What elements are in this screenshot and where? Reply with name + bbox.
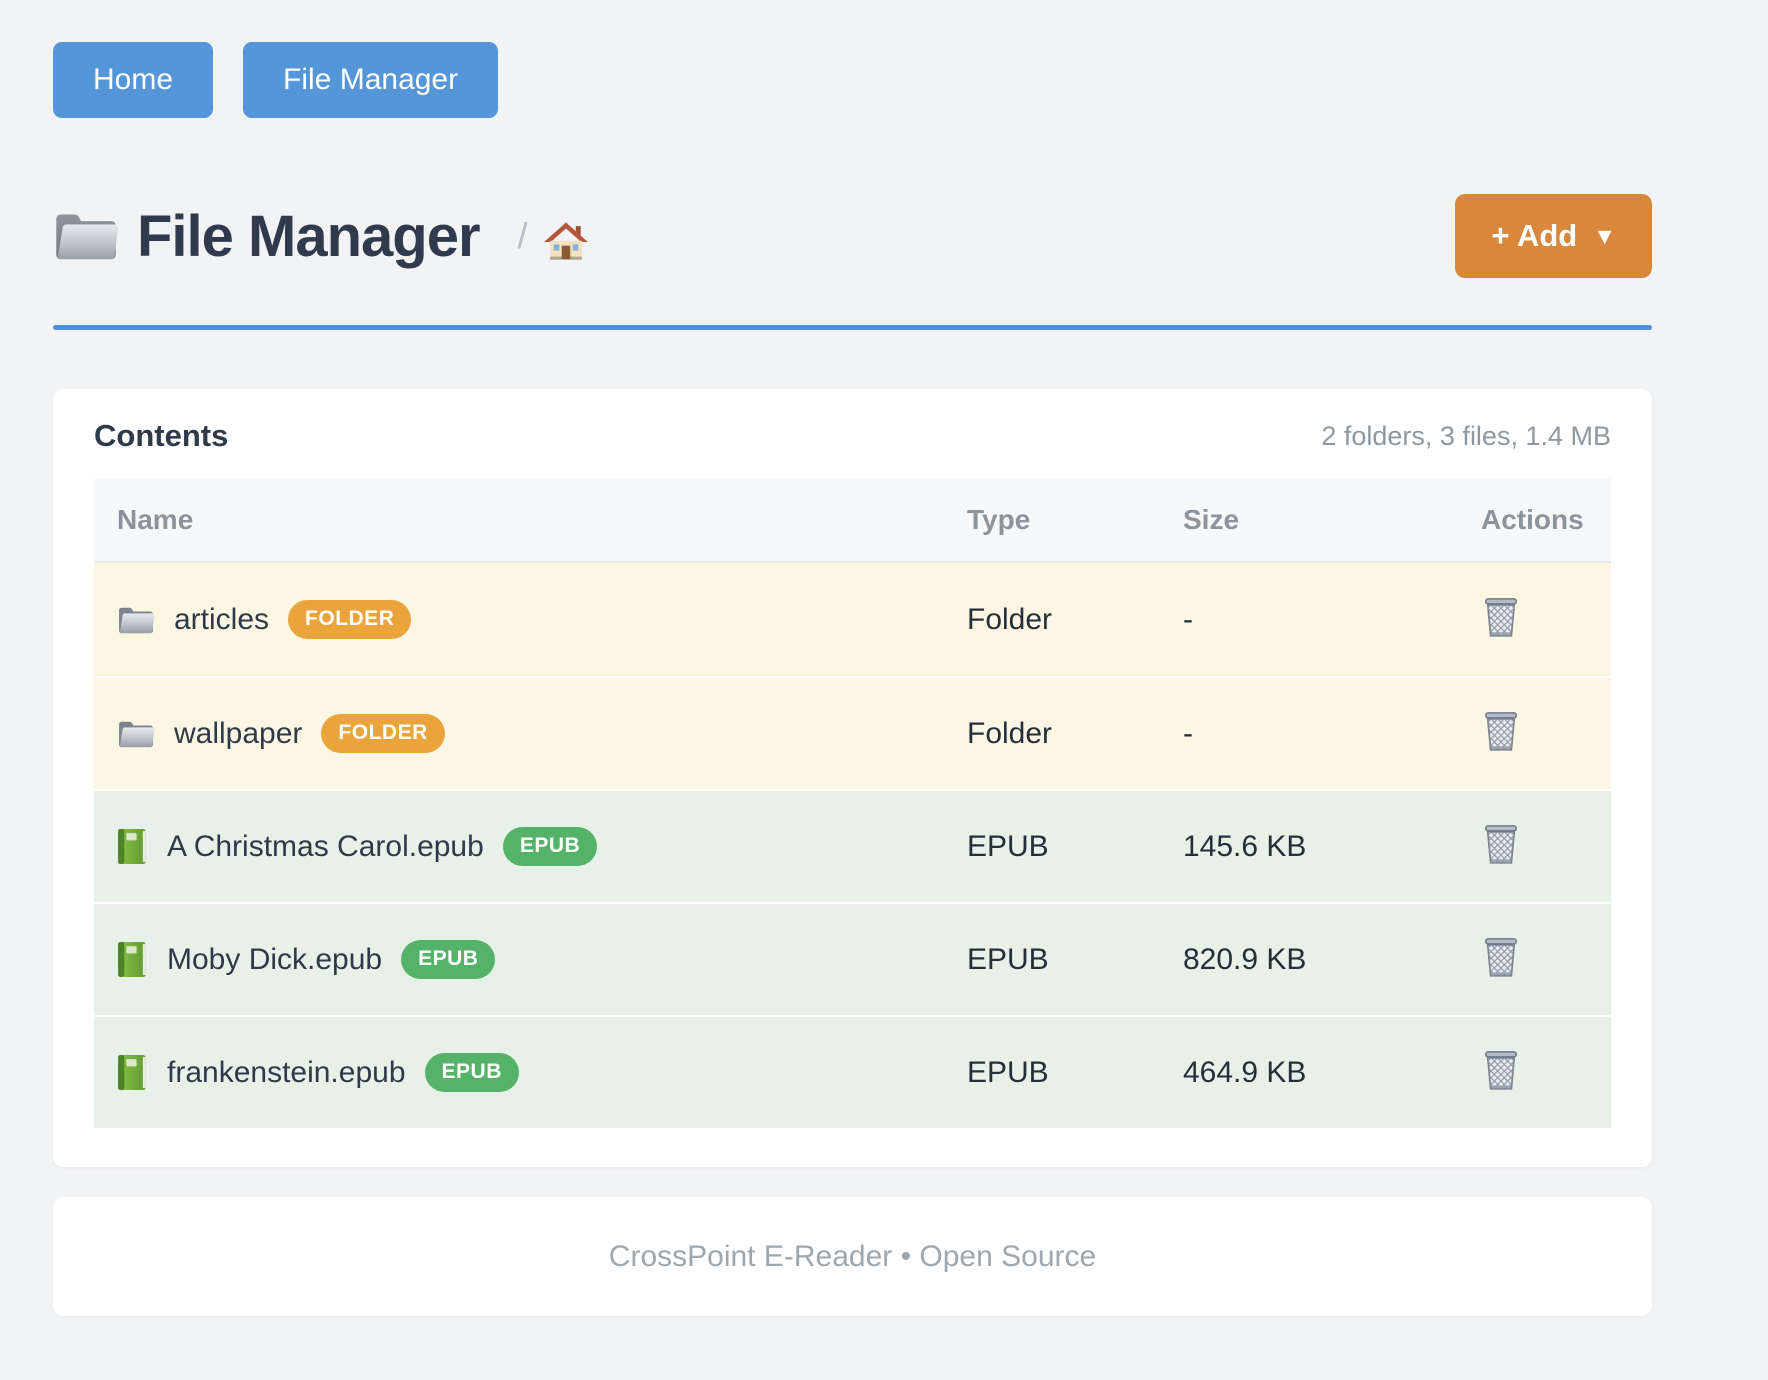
contents-card: Contents 2 folders, 3 files, 1.4 MB Name… (53, 389, 1652, 1167)
delete-button[interactable] (1481, 595, 1521, 639)
file-size: 820.9 KB (1183, 942, 1307, 976)
title-row: File Manager / + Add ▼ (53, 194, 1652, 278)
table-header: Name Type Size Actions (94, 478, 1611, 563)
file-table: Name Type Size Actions articles FOLDER F… (94, 478, 1611, 1128)
house-icon[interactable] (543, 220, 588, 264)
file-type: Folder (967, 716, 1053, 750)
delete-button[interactable] (1481, 935, 1521, 979)
file-size: 145.6 KB (1183, 829, 1307, 863)
breadcrumb-separator: / (517, 215, 528, 256)
book-icon (117, 1054, 148, 1091)
file-name: Moby Dick.epub (167, 942, 383, 976)
file-name: A Christmas Carol.epub (167, 829, 484, 863)
type-badge: FOLDER (321, 714, 445, 753)
contents-title: Contents (94, 418, 229, 453)
contents-summary: 2 folders, 3 files, 1.4 MB (1321, 420, 1611, 451)
add-button-label: + Add (1491, 218, 1578, 253)
book-icon (117, 941, 148, 978)
footer-card: CrossPoint E-Reader • Open Source (53, 1197, 1652, 1316)
file-name: articles (174, 602, 270, 636)
column-header-actions: Actions (1481, 503, 1584, 535)
divider (53, 325, 1652, 330)
type-badge: EPUB (502, 827, 598, 866)
footer-text: CrossPoint E-Reader • Open Source (608, 1239, 1097, 1273)
table-row[interactable]: wallpaper FOLDER Folder - (94, 676, 1611, 789)
add-button[interactable]: + Add ▼ (1455, 194, 1652, 278)
page-title: File Manager (137, 203, 481, 269)
page: Home File Manager Fi (53, 0, 1652, 1316)
folder-icon (117, 604, 155, 636)
file-type: EPUB (967, 942, 1049, 976)
column-header-name: Name (117, 503, 194, 535)
table-row[interactable]: articles FOLDER Folder - (94, 563, 1611, 676)
file-size: 464.9 KB (1183, 1055, 1307, 1089)
delete-button[interactable] (1481, 709, 1521, 753)
delete-button[interactable] (1481, 1048, 1521, 1092)
type-badge: EPUB (401, 940, 496, 979)
book-icon (117, 828, 148, 865)
type-badge: EPUB (424, 1053, 519, 1092)
delete-button[interactable] (1481, 822, 1521, 866)
type-badge: FOLDER (288, 600, 412, 639)
file-name: frankenstein.epub (167, 1055, 406, 1089)
column-header-type: Type (967, 503, 1031, 535)
caret-down-icon: ▼ (1593, 222, 1616, 249)
column-header-size: Size (1183, 503, 1240, 535)
file-type: Folder (967, 602, 1053, 636)
file-name: wallpaper (174, 716, 303, 750)
table-row[interactable]: Moby Dick.epub EPUB EPUB 820.9 KB (94, 902, 1611, 1015)
file-size: - (1183, 602, 1193, 636)
file-type: EPUB (967, 1055, 1049, 1089)
table-row[interactable]: A Christmas Carol.epub EPUB EPUB 145.6 K… (94, 789, 1611, 902)
folder-icon (117, 718, 155, 750)
top-nav: Home File Manager (53, 0, 1652, 118)
file-size: - (1183, 716, 1193, 750)
nav-file-manager-button[interactable]: File Manager (243, 42, 499, 118)
nav-home-button[interactable]: Home (53, 42, 214, 118)
table-row[interactable]: frankenstein.epub EPUB EPUB 464.9 KB (94, 1015, 1611, 1128)
file-type: EPUB (967, 829, 1049, 863)
folder-icon (53, 207, 119, 265)
